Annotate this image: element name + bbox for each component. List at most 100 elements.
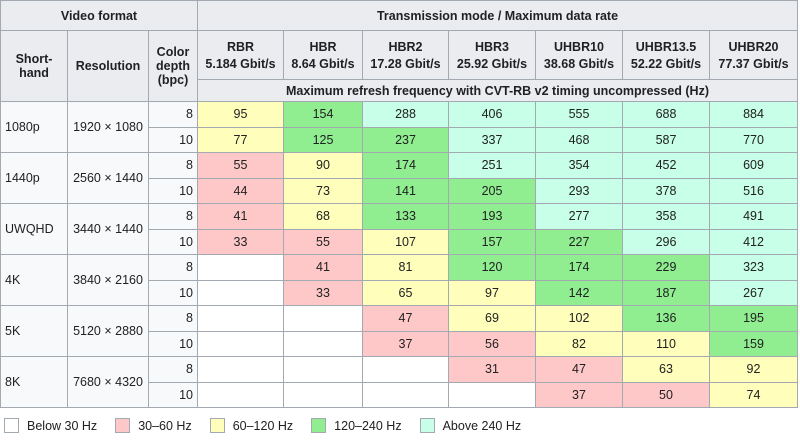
mode-rate: 8.64 Gbit/s — [291, 56, 355, 71]
refresh-cell: 77 — [197, 126, 284, 153]
subheader: Maximum refresh frequency with CVT-RB v2… — [196, 79, 799, 102]
color-depth: 10 — [148, 228, 198, 255]
table-body: 1080p 1920 × 1080 8 95 154 288 406 555 688 884 10 7… — [0, 101, 799, 408]
mode-name: HBR — [309, 39, 337, 54]
legend: Below 30 Hz 30–60 Hz 60–120 Hz 120–240 Hz Ab… — [4, 418, 800, 433]
refresh-cell: 277 — [535, 203, 623, 230]
data-row: 8K 7680 × 4320 8 31 47 63 92 — [0, 356, 799, 408]
refresh-cell: 688 — [622, 101, 710, 128]
refresh-cell: 406 — [448, 101, 536, 128]
refresh-cell: 296 — [622, 228, 710, 255]
refresh-cell: 68 — [283, 203, 363, 230]
refresh-cell: 33 — [283, 279, 363, 306]
mode-header: HBR2 17.28 Gbit/s — [362, 30, 449, 80]
refresh-cell: 125 — [283, 126, 363, 153]
mode-name: HBR3 — [474, 39, 510, 54]
refresh-cell — [283, 305, 363, 332]
color-depth: 10 — [148, 126, 198, 153]
refresh-cell: 491 — [708, 203, 799, 230]
legend-item: 120–240 Hz — [311, 418, 402, 433]
refresh-cell: 110 — [622, 330, 710, 357]
refresh-cell: 102 — [535, 305, 623, 332]
resolution: 7680 × 4320 — [67, 356, 149, 408]
refresh-cell: 237 — [362, 126, 449, 153]
color-depth: 10 — [148, 177, 198, 204]
refresh-cell: 412 — [708, 228, 799, 255]
refresh-cell — [283, 330, 363, 357]
legend-label: 60–120 Hz — [232, 418, 294, 433]
legend-swatch — [419, 418, 435, 433]
refresh-cell: 41 — [283, 254, 363, 281]
refresh-cell: 770 — [708, 126, 799, 153]
shorthand: UWQHD — [0, 203, 68, 255]
data-row: 10 37 56 82 110 159 — [1, 330, 799, 357]
legend-swatch — [209, 418, 225, 433]
legend-item: 60–120 Hz — [209, 418, 294, 433]
refresh-cell: 884 — [708, 101, 799, 128]
refresh-cell — [197, 254, 284, 281]
refresh-cell — [197, 305, 284, 332]
refresh-cell: 174 — [362, 152, 449, 179]
shorthand: 1080p — [0, 101, 68, 153]
refresh-cell: 159 — [708, 330, 799, 357]
resolution: 1920 × 1080 — [67, 101, 149, 153]
color-depth: 8 — [148, 152, 198, 179]
mode-name: UHBR13.5 — [635, 39, 697, 54]
refresh-cell: 516 — [708, 177, 799, 204]
resolution: 3440 × 1440 — [67, 203, 149, 255]
refresh-cell: 174 — [535, 254, 623, 281]
refresh-cell: 227 — [535, 228, 623, 255]
refresh-cell: 95 — [197, 101, 284, 128]
refresh-cell: 229 — [622, 254, 710, 281]
resolution: 5120 × 2880 — [67, 305, 149, 357]
shorthand: 4K — [0, 254, 68, 306]
legend-item: Below 30 Hz — [4, 418, 97, 433]
mode-header: RBR 5.184 Gbit/s — [197, 30, 284, 80]
mode-rate: 52.22 Gbit/s — [630, 56, 702, 71]
refresh-cell: 157 — [448, 228, 536, 255]
refresh-cell: 251 — [448, 152, 536, 179]
mode-header: UHBR13.5 52.22 Gbit/s — [622, 30, 710, 80]
refresh-cell: 142 — [535, 279, 623, 306]
transmission-header: Transmission mode / Maximum data rate — [196, 0, 799, 31]
refresh-cell — [362, 356, 449, 383]
refresh-cell: 133 — [362, 203, 449, 230]
data-row: 1440p 2560 × 1440 8 55 90 174 251 354 452 609 — [0, 152, 799, 204]
mode-name: UHBR20 — [728, 39, 779, 54]
refresh-cell: 107 — [362, 228, 449, 255]
refresh-cell: 90 — [283, 152, 363, 179]
legend-label: 120–240 Hz — [334, 418, 402, 433]
shorthand: 1440p — [0, 152, 68, 204]
resolution: 3840 × 2160 — [67, 254, 149, 306]
refresh-cell: 37 — [535, 381, 623, 408]
refresh-cell: 337 — [448, 126, 536, 153]
mode-rate: 38.68 Gbit/s — [543, 56, 615, 71]
refresh-cell: 47 — [535, 356, 623, 383]
refresh-cell: 154 — [283, 101, 363, 128]
refresh-cell: 323 — [708, 254, 799, 281]
refresh-cell: 120 — [448, 254, 536, 281]
refresh-cell: 354 — [535, 152, 623, 179]
refresh-cell: 37 — [362, 330, 449, 357]
color-depth-header: Color depth (bpc) — [148, 30, 198, 102]
resolution-header: Resolution — [67, 30, 149, 102]
mode-header: UHBR20 77.37 Gbit/s — [708, 30, 799, 80]
data-row: UWQHD 3440 × 1440 8 41 68 133 193 277 358 491 — [0, 203, 799, 255]
mode-rate: 77.37 Gbit/s — [718, 56, 789, 71]
refresh-cell: 555 — [535, 101, 623, 128]
refresh-cell: 358 — [622, 203, 710, 230]
refresh-cell: 63 — [622, 356, 710, 383]
mode-rate: 5.184 Gbit/s — [205, 56, 276, 71]
refresh-cell — [362, 381, 449, 408]
shorthand-header: Short­hand — [0, 30, 68, 102]
color-depth: 10 — [148, 330, 198, 357]
legend-item: 30–60 Hz — [115, 418, 192, 433]
legend-swatch — [115, 418, 131, 433]
legend-item: Above 240 Hz — [419, 418, 521, 433]
refresh-cell: 81 — [362, 254, 449, 281]
data-row: 10 37 50 74 — [1, 381, 799, 408]
refresh-cell — [197, 330, 284, 357]
shorthand: 8K — [0, 356, 68, 408]
video-format-header: Video format — [0, 0, 198, 31]
refresh-cell: 293 — [535, 177, 623, 204]
